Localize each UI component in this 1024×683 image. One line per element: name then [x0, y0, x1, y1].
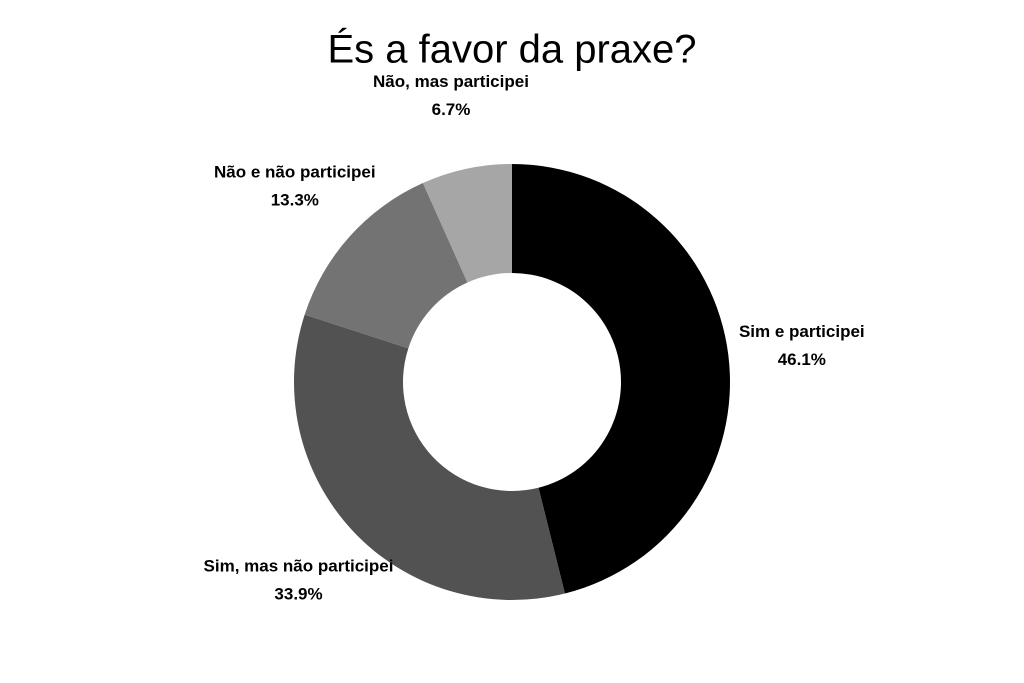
donut-slice: [304, 183, 468, 349]
donut-slice: [422, 164, 512, 283]
chart-title: És a favor da praxe?: [327, 27, 696, 72]
slice-value-label: 33.9%: [274, 585, 322, 604]
donut-slice: [294, 314, 565, 600]
slice-value-label: 6.7%: [432, 100, 471, 119]
slice-label: Sim, mas não participei: [204, 557, 394, 576]
slice-value-label: 13.3%: [271, 190, 319, 209]
slice-label: Não e não participei: [214, 162, 376, 181]
slice-value-label: 46.1%: [778, 350, 826, 369]
slice-label: Não, mas participei: [373, 72, 529, 91]
slice-label: Sim e participei: [739, 322, 865, 341]
donut-slice: [512, 164, 730, 594]
